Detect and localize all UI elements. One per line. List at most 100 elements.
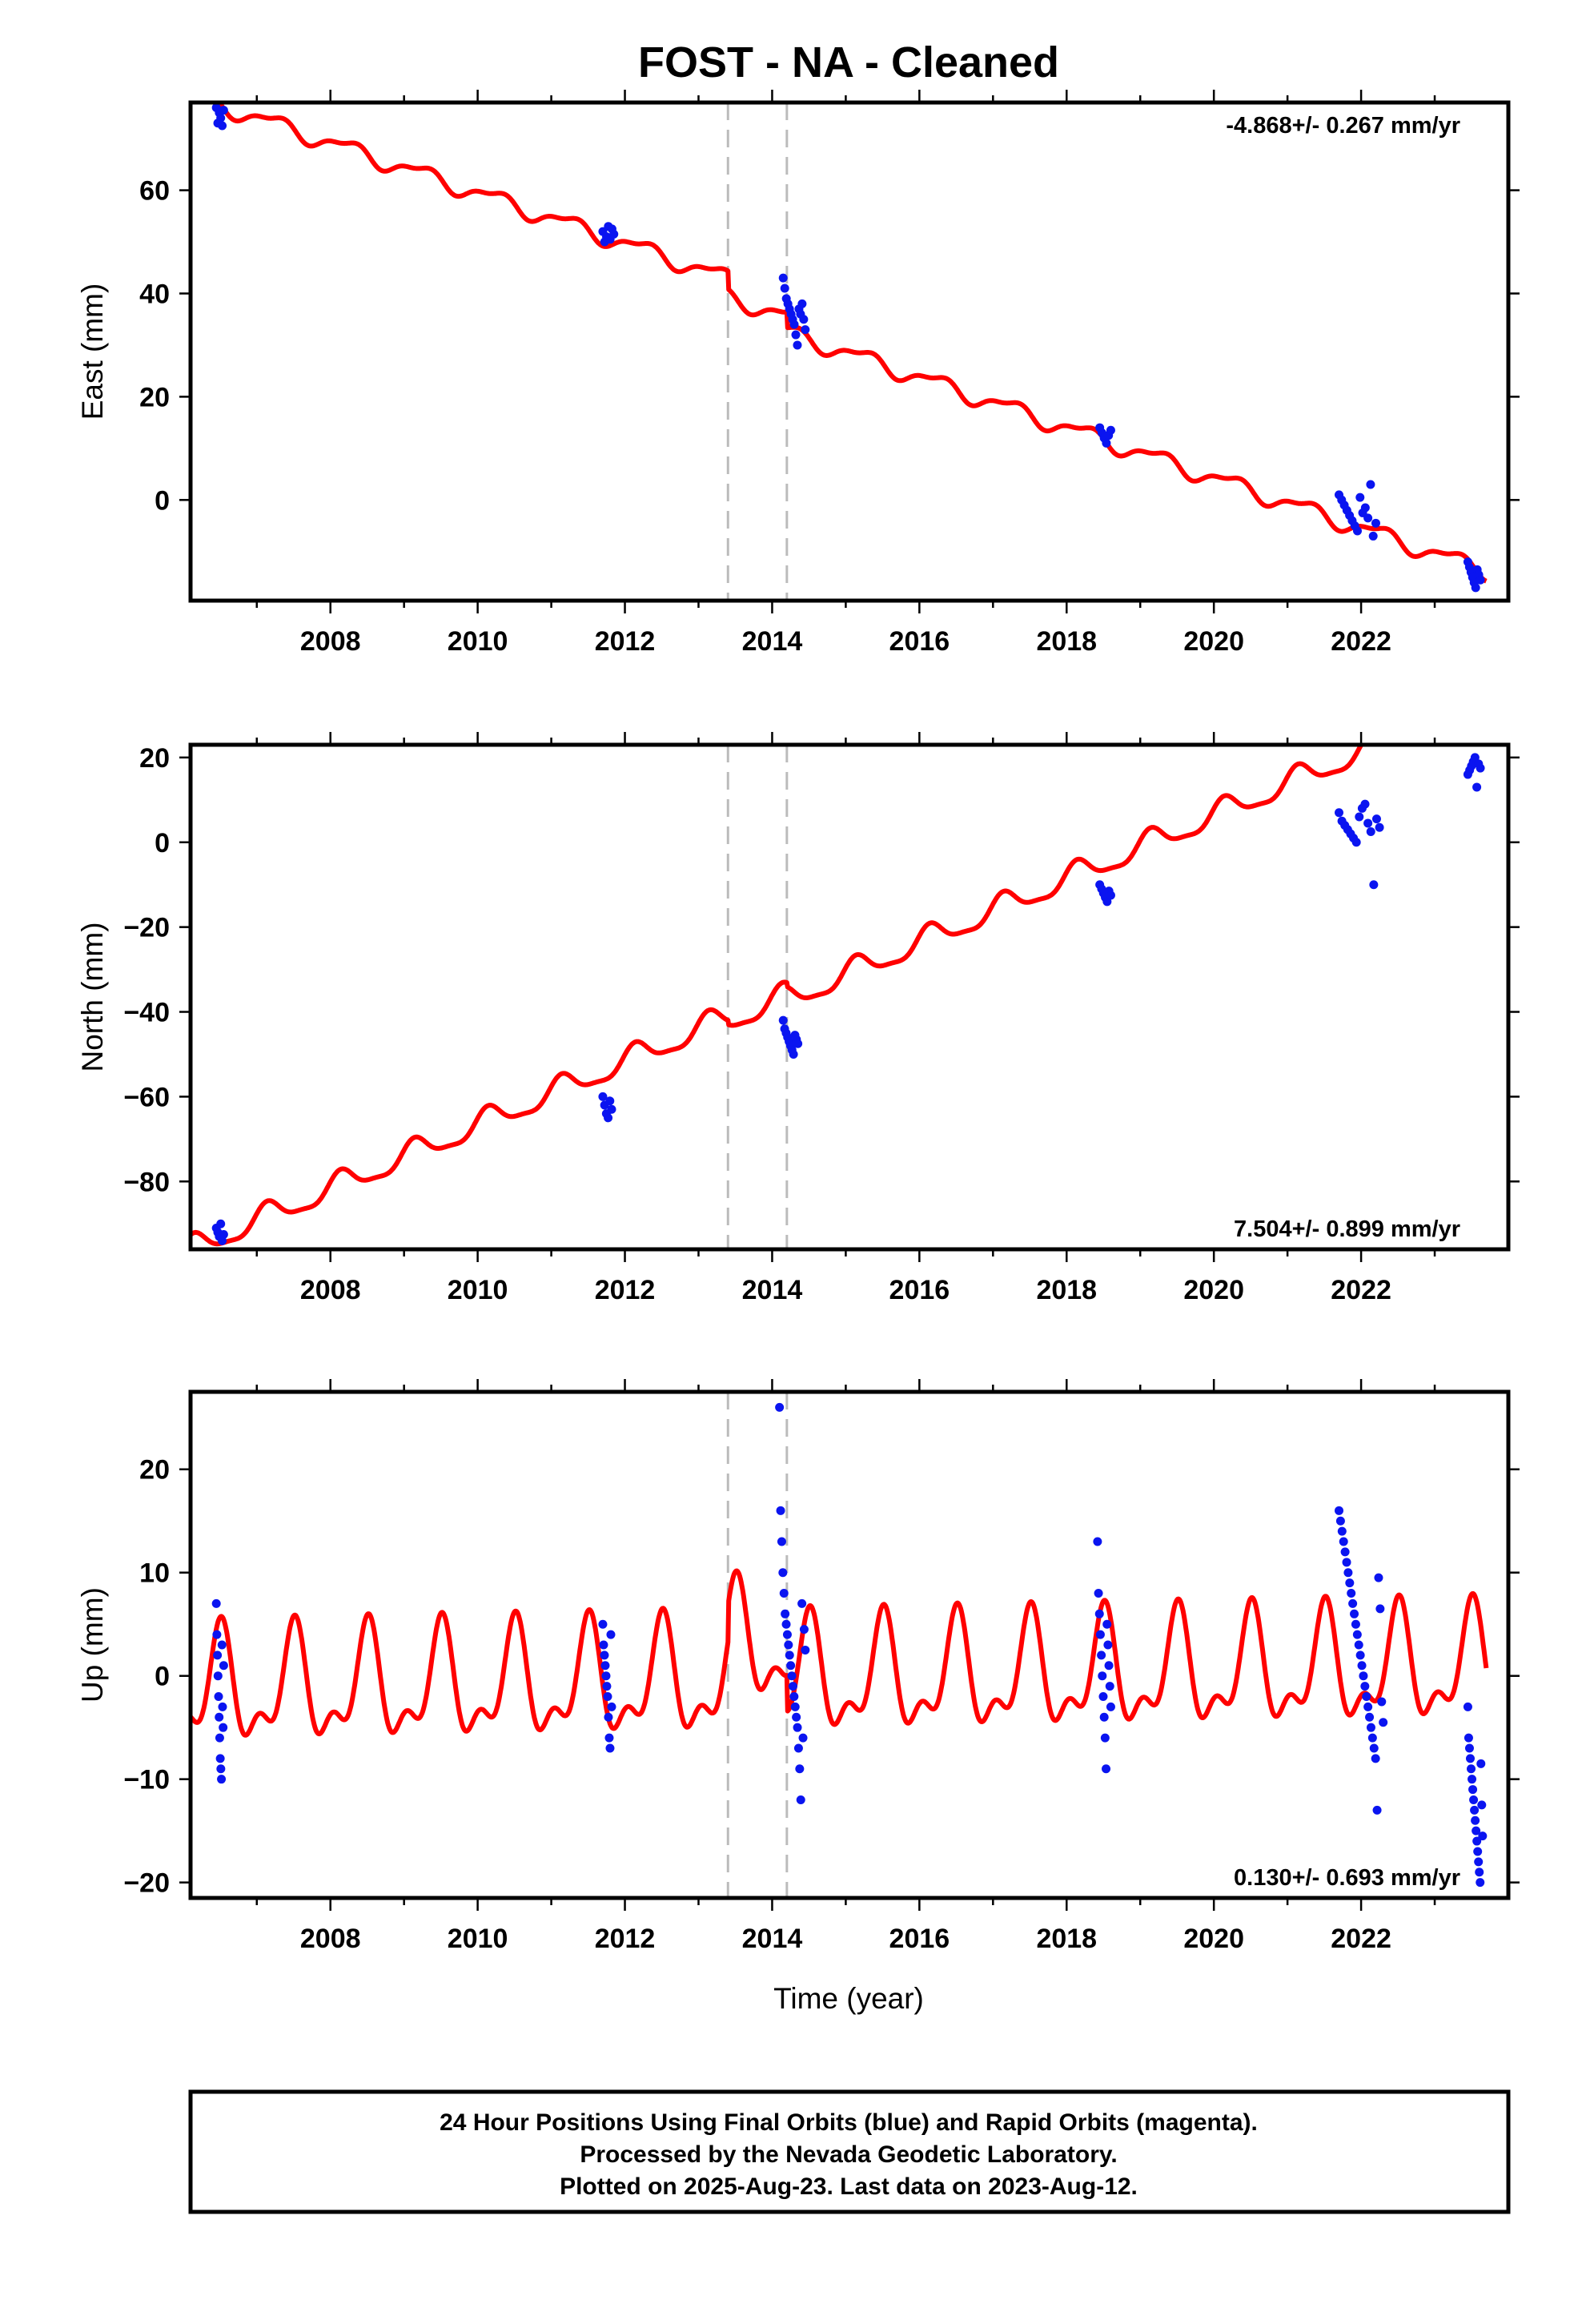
y-tick-label: 0 [155, 1662, 170, 1692]
x-tick-label: 2020 [1183, 1275, 1244, 1305]
data-point [1371, 814, 1381, 824]
x-tick-label: 2012 [595, 1924, 656, 1954]
data-point [1379, 1718, 1388, 1727]
x-tick-label: 2018 [1036, 1275, 1097, 1305]
data-point [1463, 1702, 1472, 1711]
data-point [792, 1712, 801, 1722]
panels-layer: 2008 2010 2012 2014 2016 2018 2020 20220204060E… [76, 90, 1520, 1954]
data-point [1104, 1661, 1114, 1671]
data-point [801, 325, 810, 335]
data-point [788, 1682, 797, 1691]
data-point [1102, 438, 1111, 448]
data-point [779, 1589, 789, 1598]
data-point [778, 273, 788, 283]
data-point [1476, 575, 1485, 585]
data-point [215, 1733, 224, 1743]
data-point [797, 1598, 807, 1608]
data-point [603, 1691, 612, 1701]
footer-line-1: 24 Hour Positions Using Final Orbits (bl… [440, 2109, 1258, 2136]
data-point [604, 1733, 614, 1743]
panel-up: 2008 2010 2012 2014 2016 2018 2020 2022 −20 −10 0 1… [76, 1379, 1520, 1954]
data-point [1093, 1537, 1102, 1546]
data-point [1352, 1630, 1362, 1639]
data-point [793, 1743, 803, 1753]
x-tick-label: 2010 [448, 1275, 508, 1305]
data-point [600, 1651, 609, 1660]
data-point [1475, 1868, 1484, 1877]
data-point [1473, 1847, 1483, 1856]
y-tick-label: 0 [155, 828, 170, 858]
data-point [1103, 1640, 1113, 1650]
data-point [1351, 1619, 1360, 1629]
y-tick-label: 60 [139, 176, 170, 207]
data-point [1372, 1805, 1382, 1815]
data-point [797, 299, 807, 308]
data-point [1468, 1775, 1477, 1784]
data-point [1464, 1743, 1474, 1753]
data-point [1339, 1537, 1348, 1546]
data-point [601, 1671, 611, 1681]
data-point [1347, 1589, 1356, 1598]
x-tick-label: 2008 [300, 626, 361, 657]
data-point [607, 1702, 616, 1711]
rate-label: 0.130+/- 0.693 mm/yr [1234, 1865, 1460, 1891]
y-tick-label: −10 [123, 1765, 170, 1795]
data-point [1098, 1691, 1108, 1701]
x-tick-label: 2022 [1331, 1275, 1391, 1305]
chart-title: FOST - NA - Cleaned [638, 38, 1059, 86]
footer-line-2: Processed by the Nevada Geodetic Laborat… [580, 2141, 1117, 2168]
data-point [1102, 1619, 1112, 1629]
data-point [1375, 822, 1384, 832]
y-tick-label: −20 [123, 1868, 170, 1899]
x-tick-label: 2022 [1331, 626, 1391, 657]
data-point [219, 1229, 228, 1239]
footer-box [188, 2089, 1511, 2214]
x-tick-label: 2008 [300, 1924, 361, 1954]
data-point [1342, 1558, 1351, 1567]
data-point [1340, 1547, 1350, 1557]
data-point [1369, 1743, 1379, 1753]
data-point [1366, 480, 1375, 489]
rate-label: -4.868+/- 0.267 mm/yr [1226, 113, 1460, 139]
data-point [212, 1630, 222, 1639]
x-tick-label: 2012 [595, 1275, 656, 1305]
data-point [1106, 425, 1115, 435]
data-point [1094, 1589, 1103, 1598]
data-point [1098, 1671, 1107, 1681]
data-point [1476, 763, 1485, 773]
y-axis-title: North (mm) [76, 922, 109, 1072]
data-point [607, 1104, 616, 1114]
data-point [793, 1723, 802, 1732]
data-point [1335, 808, 1344, 818]
data-point [1102, 1764, 1111, 1774]
data-point [1355, 1651, 1365, 1660]
x-tick-label: 2022 [1331, 1924, 1391, 1954]
x-tick-label: 2010 [448, 626, 508, 657]
data-point [1362, 1691, 1371, 1701]
data-point [791, 330, 801, 340]
data-point [1469, 1795, 1479, 1804]
data-point [784, 1640, 793, 1650]
data-point [1335, 1516, 1345, 1526]
x-tick-label: 2012 [595, 626, 656, 657]
data-point [217, 1640, 227, 1650]
data-point [599, 1640, 608, 1650]
x-tick-label: 2014 [742, 1924, 803, 1954]
data-point [1360, 503, 1370, 513]
data-point [600, 1661, 610, 1671]
data-point [215, 1754, 225, 1763]
data-point [609, 229, 619, 239]
data-point [798, 1733, 808, 1743]
data-point [1464, 1733, 1473, 1743]
data-point [796, 1795, 805, 1804]
y-tick-label: −20 [123, 913, 170, 943]
data-point [786, 1661, 796, 1671]
data-point [1476, 1759, 1486, 1768]
data-point [1106, 891, 1115, 900]
data-point [1363, 818, 1373, 828]
data-point [1363, 513, 1373, 523]
panel-east: 2008 2010 2012 2014 2016 2018 2020 2022 0 20 40 60 E… [76, 90, 1520, 657]
data-point [1470, 1805, 1480, 1815]
data-point [1477, 1800, 1487, 1810]
